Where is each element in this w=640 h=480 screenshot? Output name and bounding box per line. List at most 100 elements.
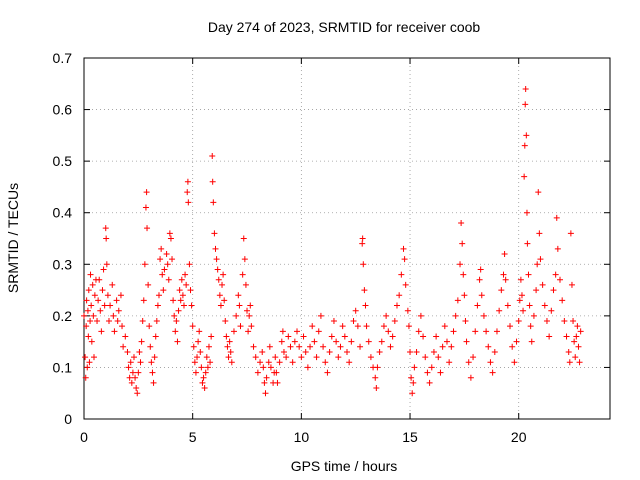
data-point bbox=[422, 354, 429, 361]
data-point bbox=[184, 189, 191, 196]
data-point bbox=[296, 343, 303, 350]
data-point bbox=[209, 152, 216, 159]
data-point bbox=[198, 364, 205, 371]
data-point bbox=[155, 292, 162, 299]
data-point bbox=[439, 343, 446, 350]
data-point bbox=[183, 281, 190, 288]
y-tick-label: 0.7 bbox=[53, 50, 73, 66]
data-point bbox=[400, 245, 407, 252]
data-point bbox=[272, 354, 279, 361]
data-point bbox=[543, 318, 550, 325]
data-point bbox=[462, 318, 469, 325]
data-point bbox=[509, 343, 516, 350]
data-point bbox=[166, 230, 173, 237]
data-point bbox=[535, 189, 542, 196]
data-point bbox=[309, 323, 316, 330]
data-point bbox=[236, 302, 243, 309]
data-point bbox=[359, 235, 366, 242]
data-point bbox=[350, 318, 357, 325]
data-point bbox=[524, 240, 531, 247]
data-point bbox=[367, 354, 374, 361]
data-point bbox=[240, 235, 247, 242]
data-point bbox=[84, 364, 91, 371]
data-point bbox=[437, 369, 444, 376]
y-tick-label: 0 bbox=[64, 411, 72, 427]
data-point bbox=[189, 323, 196, 330]
data-point bbox=[140, 297, 147, 304]
y-tick-label: 0.2 bbox=[53, 308, 73, 324]
plot-frame bbox=[83, 57, 611, 420]
data-point bbox=[94, 318, 101, 325]
data-point bbox=[565, 348, 572, 355]
data-point bbox=[348, 338, 355, 345]
data-point bbox=[139, 318, 146, 325]
data-point bbox=[279, 328, 286, 335]
data-point bbox=[313, 354, 320, 361]
data-point bbox=[151, 354, 158, 361]
data-point bbox=[135, 369, 142, 376]
data-point bbox=[182, 271, 189, 278]
data-point bbox=[267, 364, 274, 371]
data-point bbox=[110, 312, 117, 319]
data-point bbox=[273, 369, 280, 376]
data-point bbox=[176, 287, 183, 294]
data-point bbox=[276, 359, 283, 366]
data-point bbox=[172, 328, 179, 335]
data-point bbox=[115, 307, 122, 314]
data-point bbox=[90, 354, 97, 361]
data-point bbox=[205, 343, 212, 350]
data-point bbox=[233, 312, 240, 319]
data-point bbox=[339, 323, 346, 330]
data-point bbox=[522, 85, 529, 92]
data-point bbox=[536, 230, 543, 237]
data-point bbox=[259, 348, 266, 355]
data-point bbox=[237, 323, 244, 330]
data-point bbox=[498, 287, 505, 294]
data-point bbox=[534, 261, 541, 268]
data-point bbox=[489, 369, 496, 376]
data-point bbox=[577, 328, 584, 335]
data-point bbox=[167, 235, 174, 242]
data-point bbox=[567, 230, 574, 237]
data-point bbox=[354, 323, 361, 330]
data-point bbox=[289, 359, 296, 366]
data-point bbox=[239, 271, 246, 278]
data-point bbox=[530, 312, 537, 319]
data-point bbox=[522, 101, 529, 108]
data-point bbox=[526, 302, 533, 309]
data-point bbox=[163, 250, 170, 257]
data-point bbox=[552, 271, 559, 278]
data-point bbox=[250, 343, 257, 350]
data-point bbox=[185, 199, 192, 206]
data-point bbox=[441, 323, 448, 330]
data-point bbox=[195, 338, 202, 345]
data-point bbox=[570, 318, 577, 325]
data-point bbox=[561, 318, 568, 325]
data-point bbox=[557, 276, 564, 283]
data-point bbox=[186, 261, 193, 268]
data-point bbox=[84, 307, 91, 314]
data-point bbox=[173, 318, 180, 325]
data-point bbox=[122, 333, 129, 340]
data-point bbox=[159, 271, 166, 278]
data-point bbox=[87, 271, 94, 278]
data-point bbox=[502, 276, 509, 283]
data-point bbox=[478, 292, 485, 299]
data-point bbox=[420, 333, 427, 340]
data-point bbox=[485, 343, 492, 350]
data-point bbox=[262, 390, 269, 397]
data-point bbox=[428, 364, 435, 371]
data-point bbox=[154, 302, 161, 309]
data-point bbox=[372, 374, 379, 381]
data-point bbox=[147, 343, 154, 350]
data-point bbox=[200, 374, 207, 381]
data-point bbox=[476, 276, 483, 283]
data-point bbox=[100, 266, 107, 273]
data-point bbox=[120, 343, 127, 350]
data-point bbox=[129, 369, 136, 376]
data-point bbox=[89, 281, 96, 288]
data-point bbox=[376, 348, 383, 355]
data-point bbox=[280, 348, 287, 355]
data-point bbox=[344, 348, 350, 355]
data-point bbox=[149, 369, 156, 376]
